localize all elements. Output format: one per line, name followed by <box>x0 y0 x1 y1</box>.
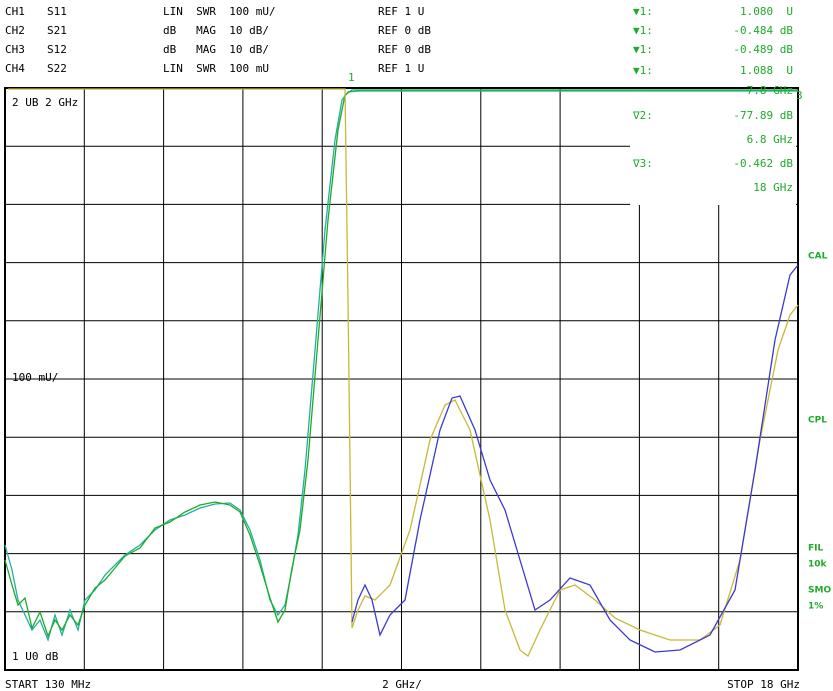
marker-value: 6.8 GHz <box>747 133 793 146</box>
footer-stop: STOP 18 GHz <box>727 678 800 691</box>
marker-value: 18 GHz <box>753 181 793 194</box>
format: LIN SWR 100 mU <box>163 62 269 75</box>
trace-s22 <box>351 264 799 653</box>
trace-s21 <box>4 89 798 638</box>
footer-span: 2 GHz/ <box>382 678 422 691</box>
param: S21 <box>47 24 67 37</box>
side-label: 10k <box>808 560 828 570</box>
marker-value: 1.088 U <box>740 64 793 77</box>
param: S11 <box>47 5 67 18</box>
marker-glyphs: 1 3 <box>348 71 803 102</box>
channel: CH2 <box>5 24 25 37</box>
ref: REF 0 dB <box>378 24 431 37</box>
marker-1-glyph: 1 <box>348 71 355 84</box>
marker-label: ∇2: <box>632 109 653 122</box>
format: LIN SWR 100 mU/ <box>163 5 276 18</box>
ref: REF 0 dB <box>378 43 431 56</box>
marker-label: ▼1: <box>633 24 653 37</box>
param: S12 <box>47 43 67 56</box>
plot-frame <box>4 87 799 671</box>
marker-label: ▼1: <box>633 64 653 77</box>
side-label: 1% <box>808 602 823 612</box>
marker-value: -77.89 dB <box>733 109 793 122</box>
side-label: CPL <box>808 416 827 426</box>
side-label: CAL <box>808 252 828 262</box>
marker-box <box>630 89 796 205</box>
param: S22 <box>47 62 67 75</box>
footer-start: START 130 MHz <box>5 678 91 691</box>
ref: REF 1 U <box>378 62 424 75</box>
side-label: FIL <box>808 544 823 554</box>
marker-label: ▼1: <box>633 5 653 18</box>
bottom-label: 1 U0 dB <box>12 650 59 663</box>
marker-label: ∇3: <box>632 157 653 170</box>
channel: CH1 <box>5 5 25 18</box>
marker-value: 1.080 U <box>740 5 793 18</box>
ref: REF 1 U <box>378 5 424 18</box>
marker-value: -0.489 dB <box>733 43 793 56</box>
marker-value: -0.484 dB <box>733 24 793 37</box>
channel: CH3 <box>5 43 25 56</box>
side-label: SMO <box>808 586 831 596</box>
trace-s12 <box>8 88 799 658</box>
marker-value: 7.8 GHz <box>747 84 793 97</box>
grid <box>5 88 798 670</box>
channel: CH4 <box>5 62 25 75</box>
mid-label: 100 mU/ <box>12 371 58 384</box>
marker-label: ▼1: <box>633 43 653 56</box>
format: dB MAG 10 dB/ <box>163 43 269 56</box>
top-label: 2 UB 2 GHz <box>12 96 78 109</box>
marker-value: -0.462 dB <box>733 157 793 170</box>
format: dB MAG 10 dB/ <box>163 24 269 37</box>
marker-3-glyph: 3 <box>796 89 803 102</box>
